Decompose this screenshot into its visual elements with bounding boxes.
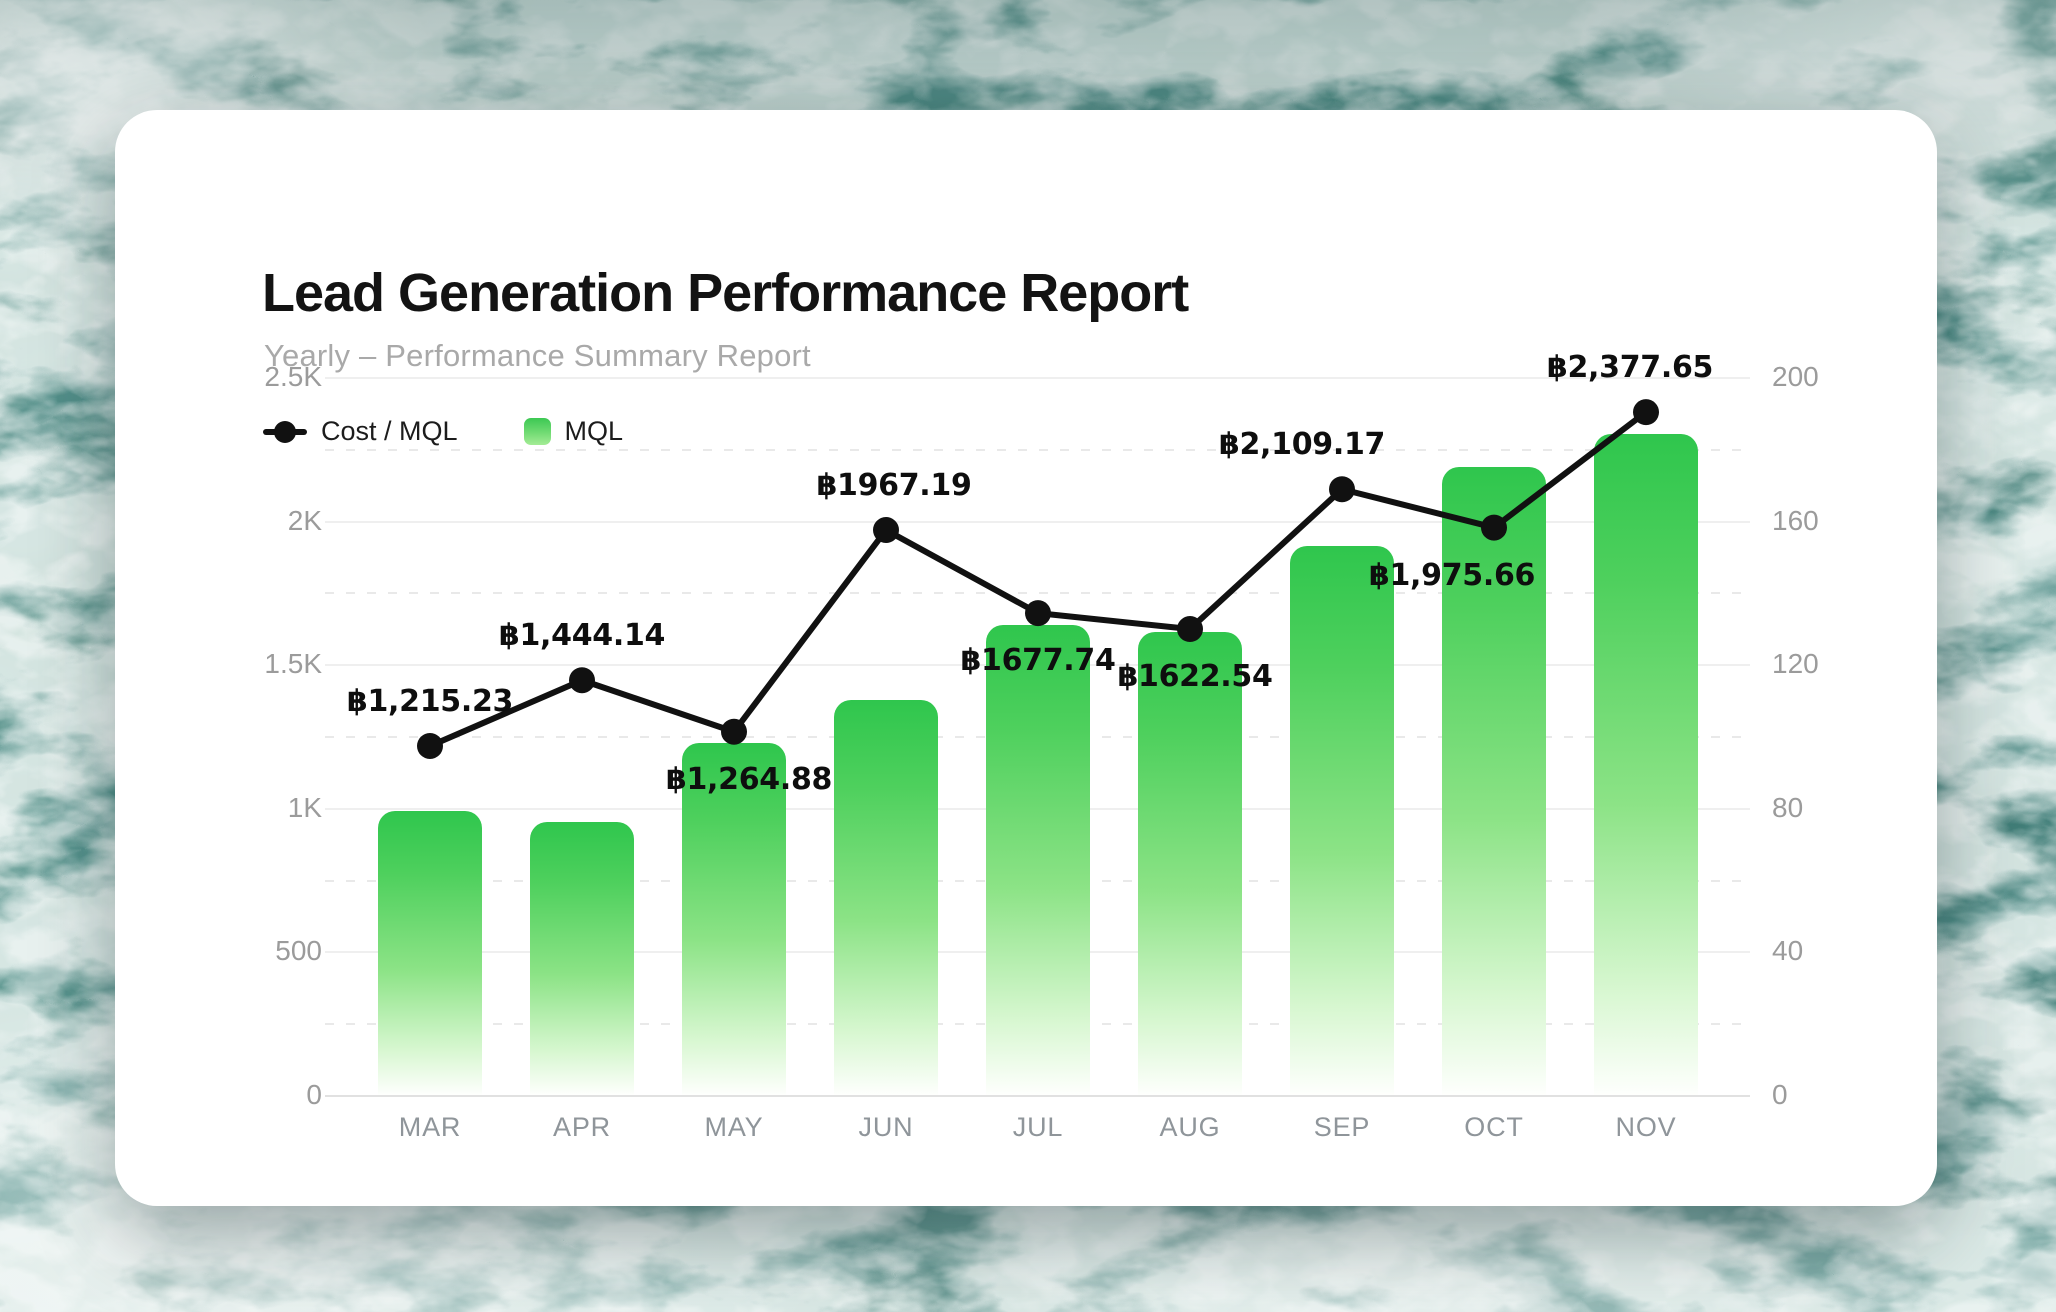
data-point-mar	[417, 732, 443, 759]
cost-per-mql-line	[417, 399, 1659, 759]
left-axis-tick: 1.5K	[264, 648, 322, 680]
data-point-nov	[1633, 399, 1659, 426]
data-label-sep: ฿2,109.17	[1218, 427, 1386, 463]
x-axis-label-apr: APR	[553, 1112, 611, 1142]
data-label-nov: ฿2,377.65	[1546, 350, 1714, 386]
data-point-oct	[1481, 514, 1507, 541]
right-axis-tick: 200	[1772, 361, 1819, 392]
data-label-may: ฿1,264.88	[665, 761, 833, 797]
x-axis-label-oct: OCT	[1464, 1112, 1524, 1142]
chart-legend: Cost / MQL MQL	[263, 416, 623, 447]
bar-mar	[378, 811, 482, 1095]
legend-item-cost-mql: Cost / MQL	[263, 416, 458, 447]
gridline-major	[325, 377, 1750, 379]
data-label-jun: ฿1967.19	[816, 468, 972, 504]
report-card: Lead Generation Performance Report Yearl…	[115, 110, 1937, 1206]
bar-may	[682, 743, 786, 1095]
bar-apr	[530, 822, 634, 1095]
data-point-apr	[569, 667, 595, 694]
gridline-major	[325, 1095, 1750, 1097]
green-square-marker-icon	[523, 418, 551, 445]
data-label-mar: ฿1,215.23	[346, 683, 514, 719]
left-axis-tick: 500	[275, 935, 322, 967]
plot-area: ฿1,215.23 ฿1,444.14 ฿1,264.88 ฿1967.19 ฿1677…	[325, 350, 1750, 1097]
right-axis-tick: 0	[1772, 1079, 1788, 1110]
right-axis-tick: 120	[1772, 648, 1819, 680]
legend-label: Cost / MQL	[321, 416, 458, 446]
combo-chart: ฿1,215.23 ฿1,444.14 ฿1,264.88 ฿1967.19 ฿1677…	[115, 110, 1937, 1206]
x-axis-label-jun: JUN	[858, 1112, 914, 1142]
x-axis-label-jul: JUL	[1012, 1112, 1064, 1142]
data-point-jul	[1025, 600, 1051, 627]
bar-jul	[986, 624, 1090, 1095]
bar-sep	[1290, 545, 1394, 1095]
gridline-minor	[325, 592, 1750, 595]
left-axis-tick: 2K	[287, 504, 322, 536]
data-label-aug: ฿1622.54	[1117, 659, 1273, 694]
data-point-jun	[873, 517, 899, 544]
legend-item-mql: MQL	[523, 416, 624, 447]
data-label-apr: ฿1,444.14	[498, 618, 666, 654]
x-axis-label-sep: SEP	[1313, 1112, 1371, 1142]
right-axis-tick: 160	[1772, 504, 1819, 536]
bar-oct	[1442, 466, 1546, 1095]
page-title: Lead Generation Performance Report	[262, 263, 1189, 323]
x-axis-label-aug: AUG	[1159, 1112, 1221, 1142]
data-label-oct: ฿1,975.66	[1368, 557, 1536, 593]
x-axis-label-may: MAY	[704, 1112, 764, 1142]
data-label-jul: ฿1677.74	[960, 643, 1116, 679]
data-point-sep	[1329, 476, 1355, 503]
bar-aug	[1138, 631, 1242, 1095]
data-point-may	[721, 718, 747, 745]
x-axis-label-mar: MAR	[398, 1112, 462, 1142]
left-axis-tick: 1K	[287, 791, 322, 823]
x-axis-label-nov: NOV	[1615, 1112, 1677, 1142]
left-axis-tick: 2.5K	[264, 361, 322, 392]
legend-label: MQL	[564, 416, 624, 446]
page-subtitle: Yearly – Performance Summary Report	[264, 338, 811, 373]
bar-jun	[834, 700, 938, 1095]
gridline-minor	[325, 448, 1750, 451]
bar-nov	[1594, 434, 1698, 1095]
left-axis-tick: 0	[306, 1079, 322, 1110]
right-axis-tick: 40	[1772, 935, 1804, 967]
data-point-aug	[1177, 616, 1203, 643]
gridline-major	[325, 520, 1750, 523]
line-dot-marker-icon	[263, 420, 307, 443]
right-axis-tick: 80	[1772, 791, 1804, 823]
